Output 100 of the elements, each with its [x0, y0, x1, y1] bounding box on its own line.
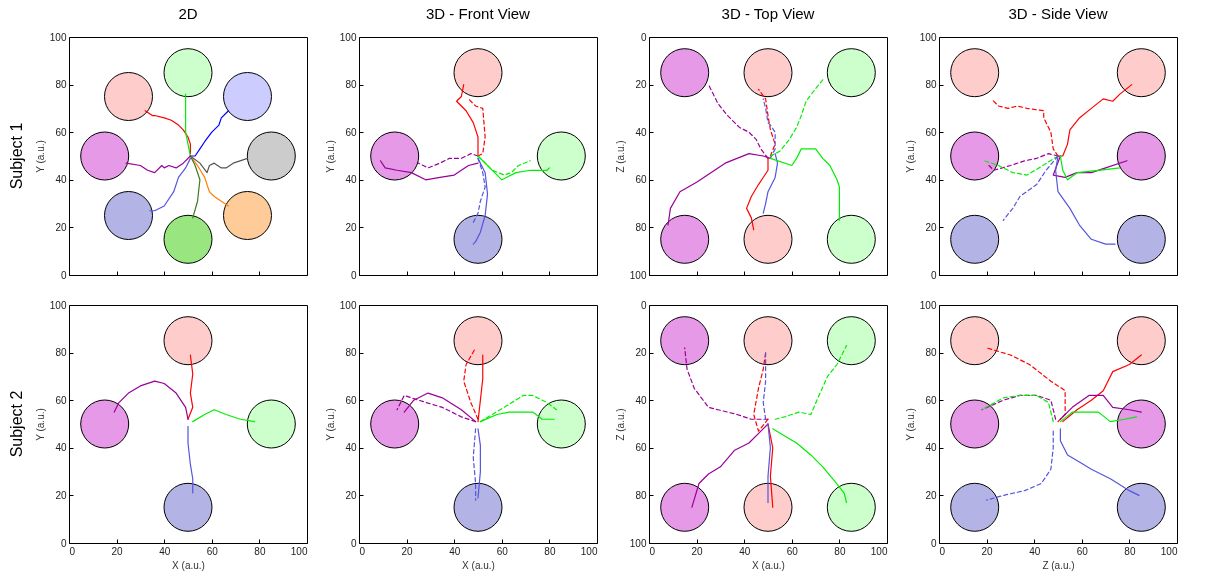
x-axis-title: X (a.u.)	[172, 559, 205, 571]
y-tick-label: 80	[55, 347, 67, 359]
x-tick-label: 60	[496, 545, 509, 557]
line-series	[185, 93, 191, 157]
x-tick-label: 40	[159, 545, 171, 557]
y-tick-label: 0	[60, 269, 67, 281]
line-series	[757, 88, 776, 157]
y-tick-label: 100	[49, 299, 67, 311]
line-series	[772, 428, 848, 504]
line-series	[762, 153, 779, 214]
line-series	[762, 98, 776, 159]
chart-title: 3D - Front View	[426, 5, 531, 22]
text: Subject 2	[8, 390, 25, 458]
line-series	[417, 153, 479, 169]
line-series	[149, 157, 191, 212]
text: Subject 1	[8, 122, 25, 190]
chart-title: 3D - Side View	[1008, 5, 1108, 22]
x-tick-label: 100	[580, 545, 598, 557]
y-tick-label: 100	[629, 537, 647, 549]
x-tick-label: 100	[1160, 545, 1178, 557]
line-series	[187, 354, 194, 420]
y-tick-label: 80	[635, 221, 647, 233]
y-tick-label: 40	[345, 442, 357, 454]
x-tick-label: 0	[649, 545, 656, 557]
y-tick-label: 80	[345, 79, 357, 91]
y-tick-label: 20	[925, 489, 937, 501]
y-tick-label: 0	[350, 537, 357, 549]
y-tick-label: 60	[345, 394, 357, 406]
x-tick-label: 80	[544, 545, 556, 557]
line-series	[1059, 411, 1138, 423]
y-tick-label: 60	[635, 174, 647, 186]
y-tick-label: 0	[640, 31, 647, 43]
y-tick-label: 0	[350, 269, 357, 281]
line-series	[986, 347, 1066, 423]
line-series	[189, 110, 230, 157]
y-tick-label: 40	[925, 174, 937, 186]
x-tick-label: 60	[206, 545, 219, 557]
y-tick-label: 60	[635, 442, 647, 454]
x-axis-title: X (a.u.)	[462, 559, 495, 571]
y-tick-label: 40	[55, 442, 67, 454]
x-axis-title: Z (a.u.)	[1042, 559, 1075, 571]
line-series	[684, 347, 769, 420]
line-series	[125, 155, 191, 174]
x-tick-label: 100	[290, 545, 308, 557]
y-tick-label: 60	[55, 394, 67, 406]
y-tick-label: 80	[55, 79, 67, 91]
x-tick-label: 20	[401, 545, 414, 557]
y-tick-label: 40	[925, 442, 937, 454]
y-axis-title: Y (a.u.)	[34, 140, 46, 173]
y-tick-label: 0	[640, 299, 647, 311]
y-tick-label: 20	[635, 347, 647, 359]
y-tick-label: 20	[55, 489, 67, 501]
y-tick-label: 40	[345, 174, 357, 186]
chart-title: 2D	[178, 5, 198, 22]
y-tick-label: 0	[930, 269, 937, 281]
y-axis-title: Y (a.u.)	[34, 408, 46, 441]
y-tick-label: 80	[345, 347, 357, 359]
x-tick-label: 60	[786, 545, 799, 557]
y-axis-title: Y (a.u.)	[324, 408, 336, 441]
line-series	[774, 344, 848, 420]
y-tick-label: 0	[60, 537, 67, 549]
y-tick-label: 100	[339, 31, 357, 43]
y-tick-label: 100	[629, 269, 647, 281]
y-tick-label: 60	[925, 126, 937, 138]
line-series	[767, 423, 771, 504]
y-axis-title: Z (a.u.)	[614, 140, 626, 173]
y-tick-label: 40	[55, 174, 67, 186]
line-series	[189, 155, 230, 207]
y-tick-label: 20	[55, 221, 67, 233]
y-tick-label: 60	[55, 126, 67, 138]
y-tick-label: 40	[635, 126, 647, 138]
line-series	[1062, 354, 1142, 423]
line-series	[762, 352, 767, 420]
y-tick-label: 80	[635, 489, 647, 501]
x-tick-label: 40	[1029, 545, 1041, 557]
y-tick-label: 100	[339, 299, 357, 311]
x-tick-label: 40	[739, 545, 751, 557]
y-axis-title: Y (a.u.)	[904, 408, 916, 441]
y-tick-label: 80	[925, 347, 937, 359]
y-tick-label: 0	[930, 537, 937, 549]
line-series	[1059, 428, 1140, 496]
x-tick-label: 40	[449, 545, 461, 557]
x-tick-label: 80	[1124, 545, 1136, 557]
line-series	[189, 155, 201, 219]
y-tick-label: 100	[919, 299, 937, 311]
y-axis-title: Y (a.u.)	[324, 140, 336, 173]
x-tick-label: 60	[1076, 545, 1089, 557]
line-series	[144, 110, 191, 155]
x-tick-label: 0	[939, 545, 946, 557]
x-tick-label: 20	[111, 545, 124, 557]
line-series	[113, 380, 189, 420]
x-tick-label: 0	[359, 545, 366, 557]
y-tick-label: 100	[49, 31, 67, 43]
x-tick-label: 20	[981, 545, 994, 557]
line-series	[187, 425, 194, 494]
line-series	[986, 430, 1054, 501]
y-tick-label: 80	[925, 79, 937, 91]
line-series	[1059, 394, 1142, 420]
line-series	[189, 155, 249, 174]
y-axis-title: Y (a.u.)	[904, 140, 916, 173]
